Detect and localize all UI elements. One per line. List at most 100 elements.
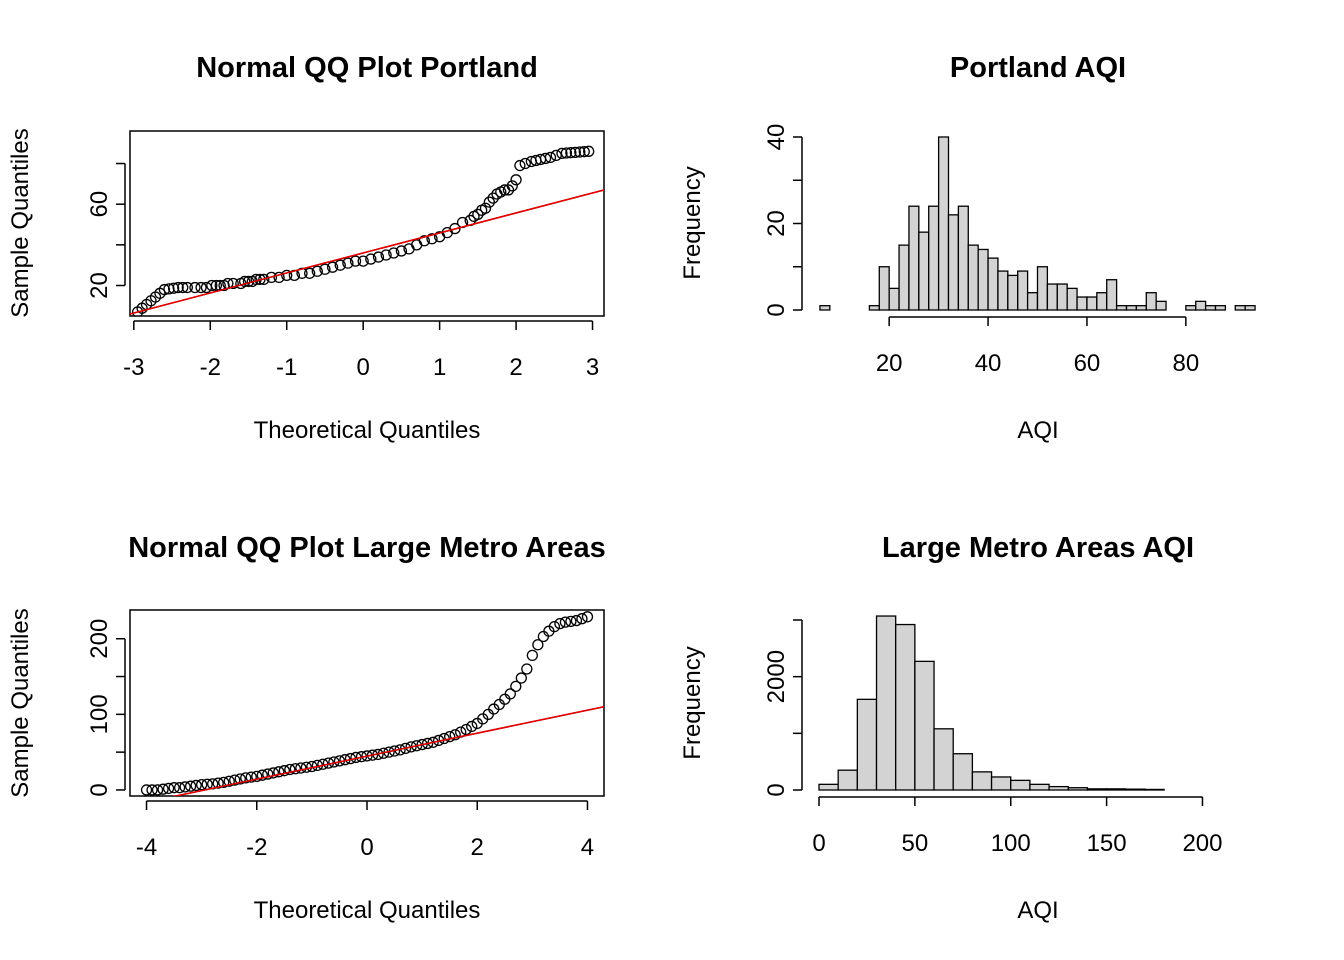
qq-portland-point: [365, 253, 377, 265]
qq-portland-point: [206, 279, 218, 292]
qq-metro-point: [284, 763, 296, 776]
qq-portland-point: [167, 282, 180, 294]
hist-metro-bar: [837, 769, 858, 791]
hist-portland-bar: [819, 305, 831, 311]
qq-portland-x-tick-label: -3: [123, 354, 144, 381]
qq-portland-plot-area: -3 -2 -1 0 1 2 3 20 60: [86, 130, 605, 381]
qq-metro-point: [234, 773, 246, 785]
qq-portland-y-tick-label: 20: [86, 272, 113, 299]
hist-metro-x-tick-label: 200: [1182, 830, 1222, 857]
hist-portland-ylabel: Frequency: [679, 166, 706, 279]
qq-portland-point: [273, 271, 285, 284]
qq-portland-point: [550, 149, 562, 162]
qq-portland-point: [510, 174, 522, 186]
qq-metro-y-tick-label: 0: [86, 783, 113, 796]
qq-metro-x-tick-label: -4: [136, 834, 157, 861]
qq-portland-point: [258, 273, 270, 286]
qq-portland-x-tick-label: -2: [200, 354, 221, 381]
qq-metro-point: [499, 693, 511, 705]
qq-metro-point: [515, 672, 527, 684]
qq-portland-xlabel: Theoretical Quantiles: [254, 417, 481, 444]
qq-metro-point: [223, 775, 235, 787]
hist-metro-bar: [933, 728, 954, 791]
qq-portland-reference-line-top: [130, 189, 604, 315]
hist-portland-bar: [1214, 305, 1227, 311]
hist-metro-bar: [990, 776, 1012, 791]
qq-metro-point: [460, 723, 472, 736]
hist-portland-x-tick-label: 20: [876, 350, 903, 377]
hist-portland-bar: [1135, 305, 1147, 311]
qq-portland-x-tick-label: 3: [586, 354, 599, 381]
qq-portland-point: [239, 275, 251, 288]
qq-portland-point: [426, 233, 438, 245]
qq-metro-point: [151, 784, 164, 796]
qq-portland-point: [574, 146, 586, 158]
hist-portland-bar: [947, 214, 960, 311]
hist-metro-x-tick-label: 100: [991, 830, 1031, 857]
hist-portland-bar: [1017, 270, 1029, 311]
hist-metro-y-tick-label: 2000: [763, 650, 790, 703]
histogram-large-metro: Large Metro Areas AQI AQI Frequency 0 50 1…: [679, 532, 1223, 924]
qq-metro-point: [168, 782, 180, 794]
qq-portland-point: [281, 269, 293, 281]
hist-metro-xlabel: AQI: [1017, 897, 1058, 924]
qq-portland-plot-frame: [129, 130, 605, 317]
qq-metro-title: Normal QQ Plot Large Metro Areas: [128, 532, 606, 564]
hist-portland-x-tick-label: 40: [975, 350, 1002, 377]
qq-metro-point: [240, 772, 252, 784]
qq-plot-portland: Normal QQ Plot Portland Theoretical Quan…: [7, 52, 605, 444]
hist-portland-bar: [1106, 279, 1118, 311]
qq-metro-point: [173, 782, 186, 794]
qq-portland-point: [195, 281, 207, 294]
qq-metro-point: [361, 750, 373, 762]
qq-metro-ylabel: Sample Quantiles: [7, 608, 34, 797]
qq-portland-point: [479, 202, 492, 214]
hist-portland-bar: [1076, 296, 1088, 311]
qq-portland-point: [227, 277, 239, 290]
qq-metro-y-tick-label: 100: [86, 694, 113, 734]
hist-portland-bar: [1036, 266, 1049, 311]
qq-metro-x-tick-label: 4: [581, 834, 594, 861]
hist-portland-bar: [1244, 305, 1256, 311]
hist-portland-bar: [868, 305, 880, 311]
hist-portland-plot-area: 20 40 60 80 0 20 40: [763, 124, 1256, 377]
hist-portland-bar: [1204, 305, 1217, 311]
hist-portland-bar: [1056, 283, 1068, 311]
qq-portland-title: Normal QQ Plot Portland: [196, 52, 538, 84]
qq-metro-point: [229, 774, 241, 786]
qq-metro-point: [157, 783, 169, 795]
qq-metro-point: [245, 771, 257, 783]
qq-metro-point: [504, 688, 516, 700]
hist-portland-bar: [1155, 300, 1167, 311]
qq-portland-point: [342, 257, 354, 269]
hist-portland-x-tick-label: 80: [1172, 350, 1199, 377]
qq-metro-y-tick-label: 200: [86, 619, 113, 659]
qq-portland-point: [210, 279, 223, 292]
qq-metro-xlabel: Theoretical Quantiles: [254, 897, 481, 924]
qq-metro-point: [366, 749, 379, 761]
qq-metro-inner: [140, 611, 604, 796]
qq-metro-point: [184, 780, 197, 792]
hist-portland-bar: [888, 287, 900, 311]
hist-portland-bar: [918, 231, 930, 311]
qq-metro-point: [416, 738, 428, 751]
qq-metro-point: [399, 742, 412, 755]
hist-metro-bar: [875, 615, 897, 791]
qq-portland-point: [372, 251, 385, 263]
hist-portland-bar: [1234, 305, 1246, 311]
hist-portland-bar: [1096, 292, 1108, 311]
qq-metro-point: [162, 782, 175, 795]
qq-portland-y-tick-label: 60: [86, 191, 113, 218]
qq-metro-point: [449, 729, 461, 741]
hist-metro-bar: [856, 698, 878, 791]
qq-metro-point: [256, 769, 268, 781]
qq-metro-point: [190, 779, 202, 792]
hist-portland-title: Portland AQI: [950, 52, 1126, 84]
hist-metro-ylabel: Frequency: [679, 646, 706, 759]
hist-portland-bar: [967, 244, 979, 311]
hist-metro-y-tick-label: 0: [763, 783, 790, 796]
qq-portland-point: [556, 147, 568, 160]
qq-portland-point: [583, 145, 595, 157]
qq-metro-point: [521, 663, 533, 675]
